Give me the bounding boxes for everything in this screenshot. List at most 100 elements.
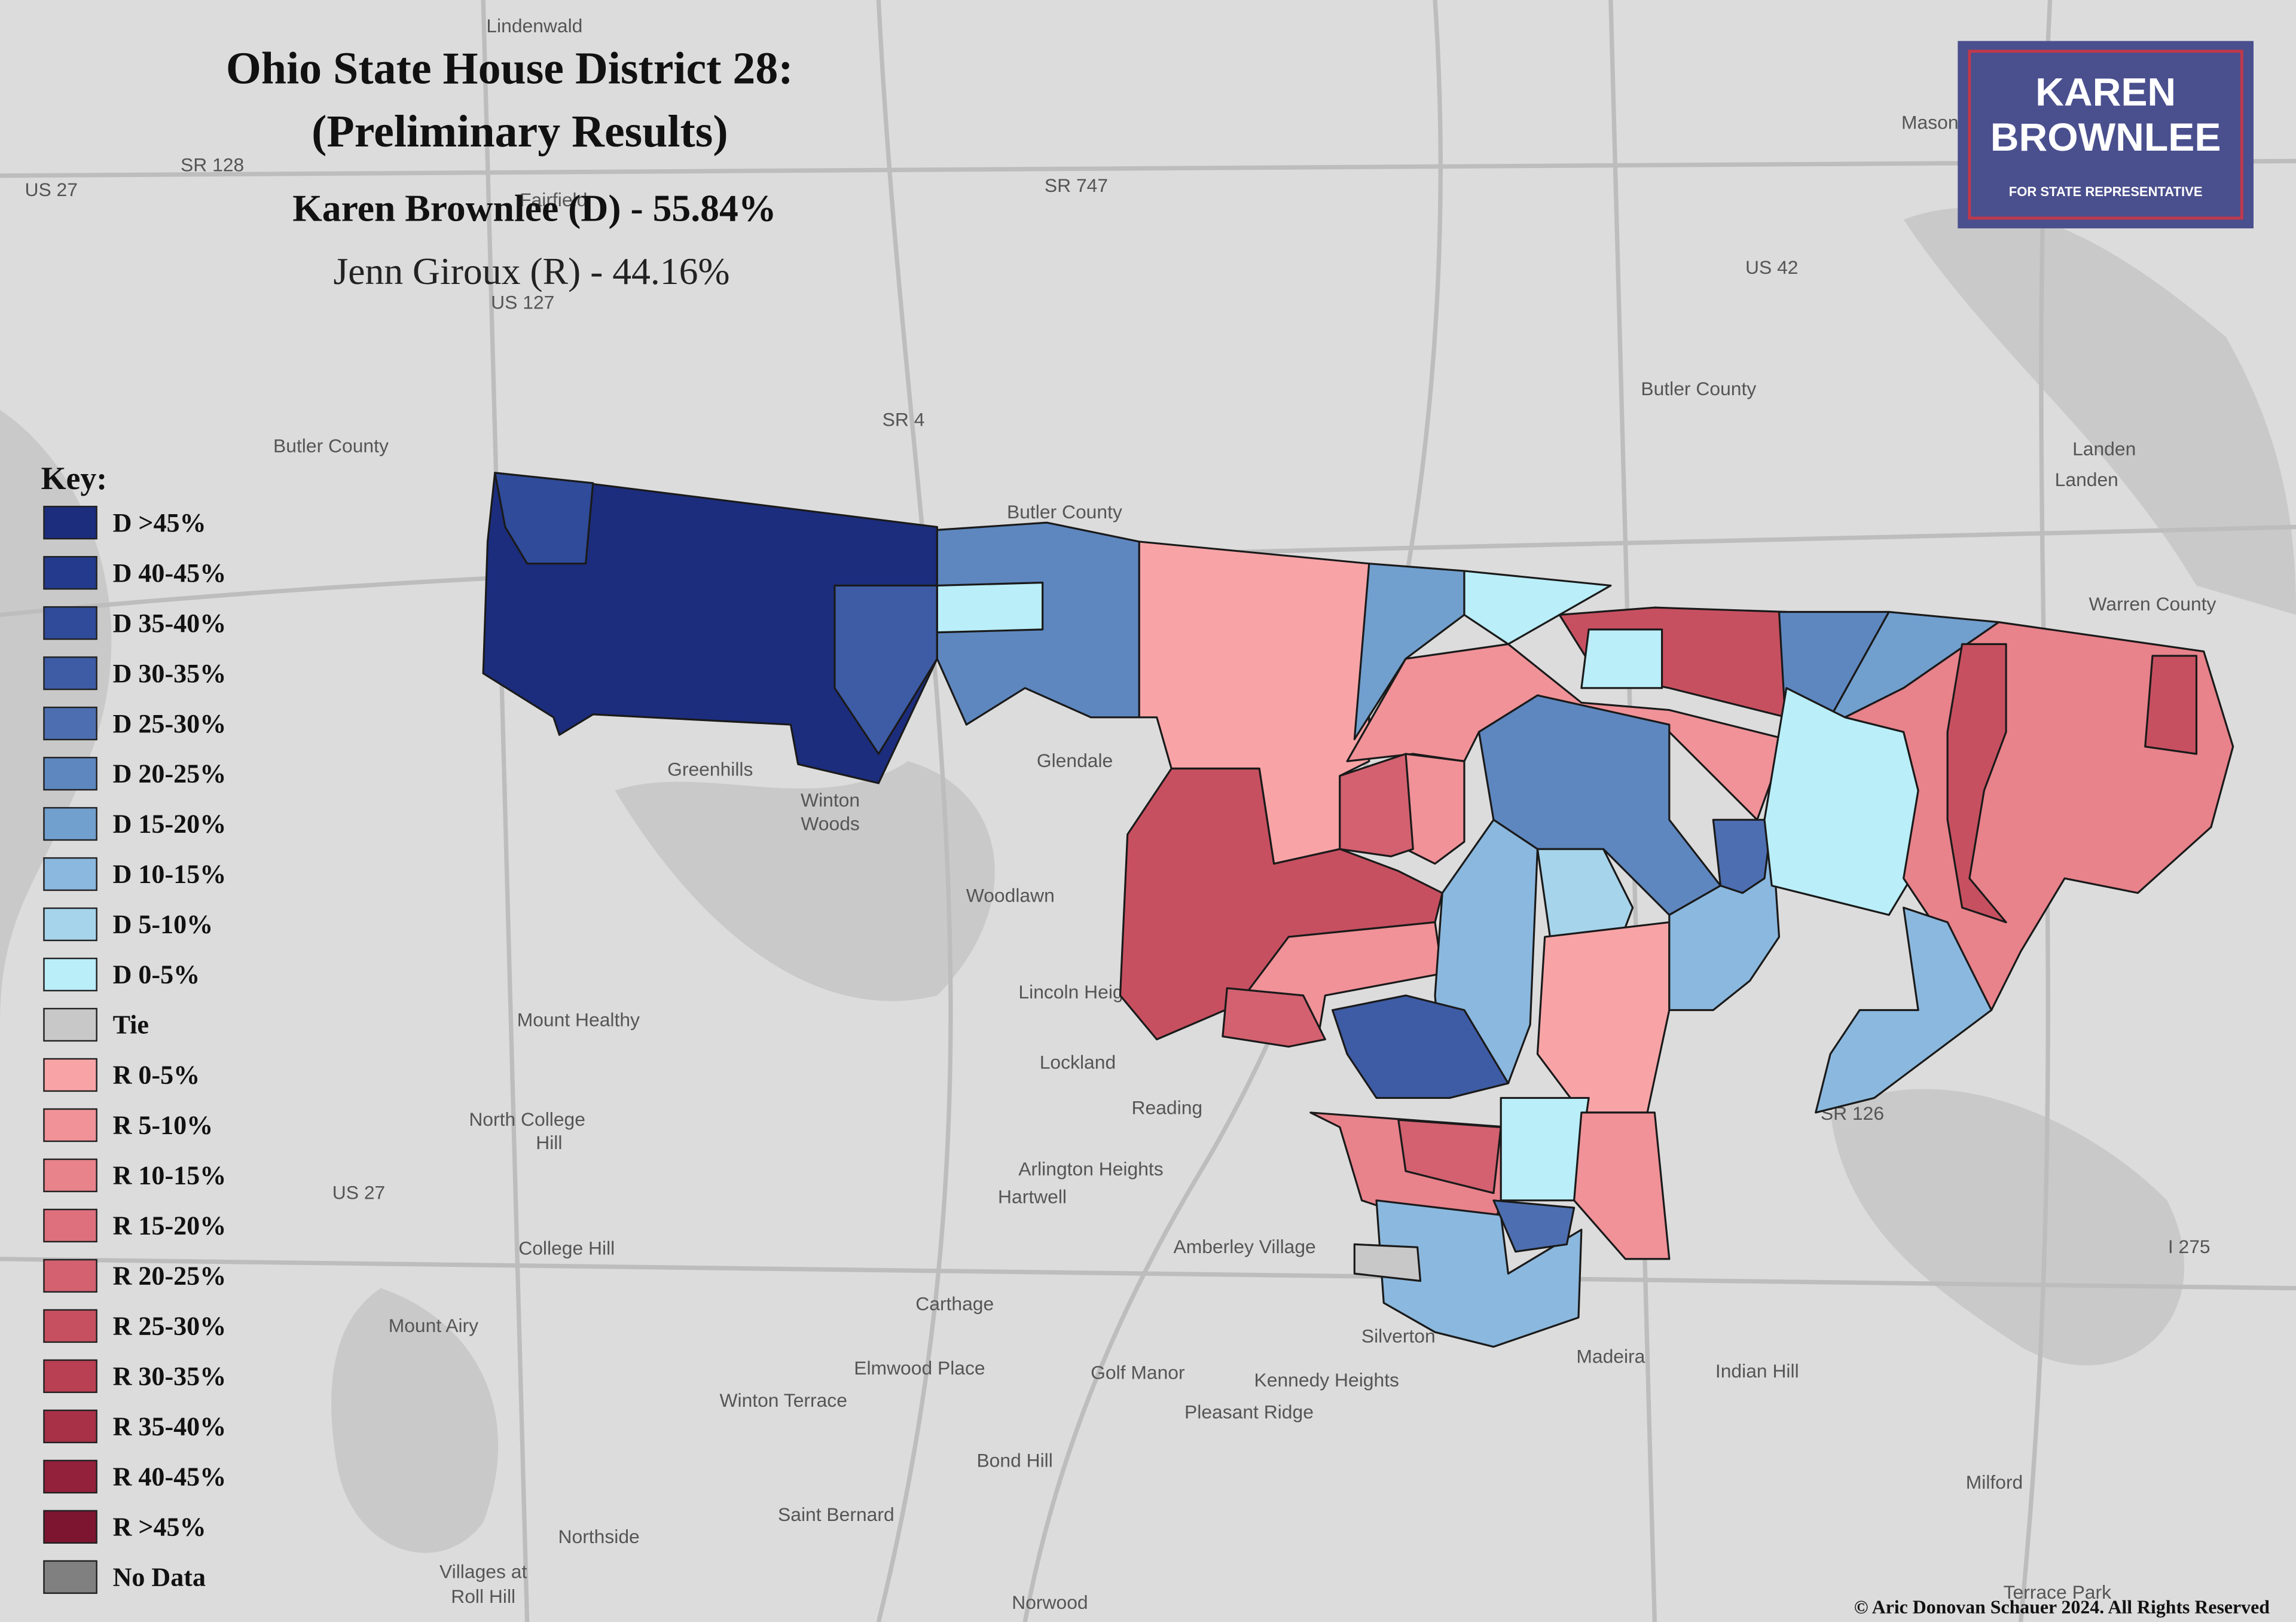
place-label: Madeira xyxy=(1576,1346,1645,1367)
place-label: Woodlawn xyxy=(966,884,1055,906)
precinct xyxy=(1580,628,1663,689)
place-label: Butler County xyxy=(1641,378,1756,399)
place-label: Fairfield xyxy=(520,189,587,210)
legend-swatch xyxy=(43,1007,97,1042)
legend-label: D 40-45% xyxy=(113,558,227,588)
place-label: SR 747 xyxy=(1045,175,1108,196)
runner-up-result: Jenn Giroux (R) - 44.16% xyxy=(333,250,729,292)
legend-swatch xyxy=(43,1560,97,1594)
precinct xyxy=(1463,570,1612,645)
legend-swatch xyxy=(43,1158,97,1193)
place-labels: Lindenwald Fairfield SR 128 US 27 SR 747 US 1… xyxy=(25,15,2216,1613)
precinct xyxy=(1222,987,1326,1048)
precinct xyxy=(1573,1111,1671,1260)
place-label: Warren County xyxy=(2089,593,2216,615)
precinct xyxy=(1712,818,1773,894)
legend-swatch xyxy=(43,1309,97,1343)
precinct xyxy=(1353,563,1465,741)
precinct xyxy=(1815,906,1993,1114)
place-label: Mason xyxy=(1901,111,1959,133)
place-label: Lindenwald xyxy=(486,15,582,36)
place-label: Landen xyxy=(2055,469,2118,490)
place-label: Landen xyxy=(2072,438,2136,460)
title-line-1: Ohio State House District 28: xyxy=(226,44,793,94)
precinct xyxy=(1339,753,1414,857)
place-label: US 42 xyxy=(1745,256,1798,278)
precinct xyxy=(1946,643,2007,924)
legend-label: D 5-10% xyxy=(113,910,213,939)
legend-label: D 10-15% xyxy=(113,860,227,889)
legend-label: R 25-30% xyxy=(113,1312,227,1341)
place-label: Arlington Heights xyxy=(1018,1158,1163,1180)
precinct xyxy=(2144,655,2198,755)
legend-label: R >45% xyxy=(113,1513,206,1542)
place-label: Glendale xyxy=(1037,750,1113,771)
legend-swatch xyxy=(43,1258,97,1293)
place-label: Villages at xyxy=(439,1561,527,1583)
place-label: Norwood xyxy=(1012,1592,1088,1613)
legend-label: D >45% xyxy=(113,508,206,537)
legend-swatch xyxy=(43,1208,97,1243)
legend-label: D 35-40% xyxy=(113,609,227,638)
place-label: Butler County xyxy=(273,435,389,457)
title-line-2: (Preliminary Results) xyxy=(312,106,728,157)
place-label: Golf Manor xyxy=(1091,1362,1185,1383)
place-label: Elmwood Place xyxy=(854,1357,985,1379)
place-label: Northside xyxy=(558,1526,640,1547)
precinct xyxy=(1397,1119,1502,1195)
legend-swatch xyxy=(43,807,97,841)
place-label: Lockland xyxy=(1040,1051,1116,1073)
precinct xyxy=(833,584,938,755)
precinct xyxy=(1405,753,1465,865)
legend: Key: D >45% D 40-45% D 35-40% D 30-35% D 25-… xyxy=(41,460,227,1594)
legend-label: D 0-5% xyxy=(113,960,200,989)
precinct xyxy=(1492,1199,1576,1253)
place-label: Roll Hill xyxy=(451,1586,515,1607)
copyright: © Aric Donovan Schauer 2024. All Rights … xyxy=(1854,1596,2270,1617)
place-label: Greenhills xyxy=(667,759,753,780)
legend-swatch xyxy=(43,656,97,691)
place-label: US 127 xyxy=(491,292,554,313)
legend-swatch xyxy=(43,1359,97,1394)
place-label: Winton xyxy=(801,789,860,811)
precinct xyxy=(1331,994,1510,1099)
place-label: College Hill xyxy=(518,1237,615,1258)
place-label: Hartwell xyxy=(998,1186,1067,1208)
place-label: Terrace Park xyxy=(2004,1581,2112,1603)
place-label: Butler County xyxy=(1007,501,1122,523)
place-label: SR 128 xyxy=(181,154,244,175)
legend-swatch xyxy=(43,1510,97,1544)
place-label: Bond Hill xyxy=(976,1449,1052,1471)
legend-label: R 10-15% xyxy=(113,1161,227,1190)
precinct xyxy=(1353,1243,1422,1282)
legend-label: Tie xyxy=(113,1010,149,1040)
place-label: Mount Airy xyxy=(389,1315,478,1336)
legend-label: D 20-25% xyxy=(113,759,227,789)
legend-swatch xyxy=(43,555,97,590)
legend-label: D 15-20% xyxy=(113,810,227,839)
place-label: Winton Terrace xyxy=(719,1389,847,1411)
place-label: Silverton xyxy=(1361,1325,1436,1346)
legend-label: R 0-5% xyxy=(113,1061,200,1090)
place-label: Milford xyxy=(1966,1471,2023,1493)
place-label: Amberley Village xyxy=(1173,1236,1315,1257)
precinct xyxy=(1375,1199,1583,1348)
legend-swatch xyxy=(43,1409,97,1444)
legend-label: No Data xyxy=(113,1563,206,1592)
legend-label: R 15-20% xyxy=(113,1211,227,1241)
winner-result: Karen Brownlee (D) - 55.84% xyxy=(292,187,776,230)
campaign-logo: KAREN BROWNLEE FOR STATE REPRESENTATIVE xyxy=(1958,41,2254,228)
precinct xyxy=(494,472,594,565)
legend-swatch xyxy=(43,706,97,741)
place-label: US 27 xyxy=(332,1181,385,1203)
place-label: US 27 xyxy=(25,179,77,200)
place-label: Woods xyxy=(801,812,859,834)
place-label: Reading xyxy=(1132,1096,1203,1118)
place-label: Indian Hill xyxy=(1715,1360,1799,1382)
legend-label: R 30-35% xyxy=(113,1362,227,1391)
legend-title: Key: xyxy=(41,460,108,496)
place-label: Mount Healthy xyxy=(517,1009,640,1030)
